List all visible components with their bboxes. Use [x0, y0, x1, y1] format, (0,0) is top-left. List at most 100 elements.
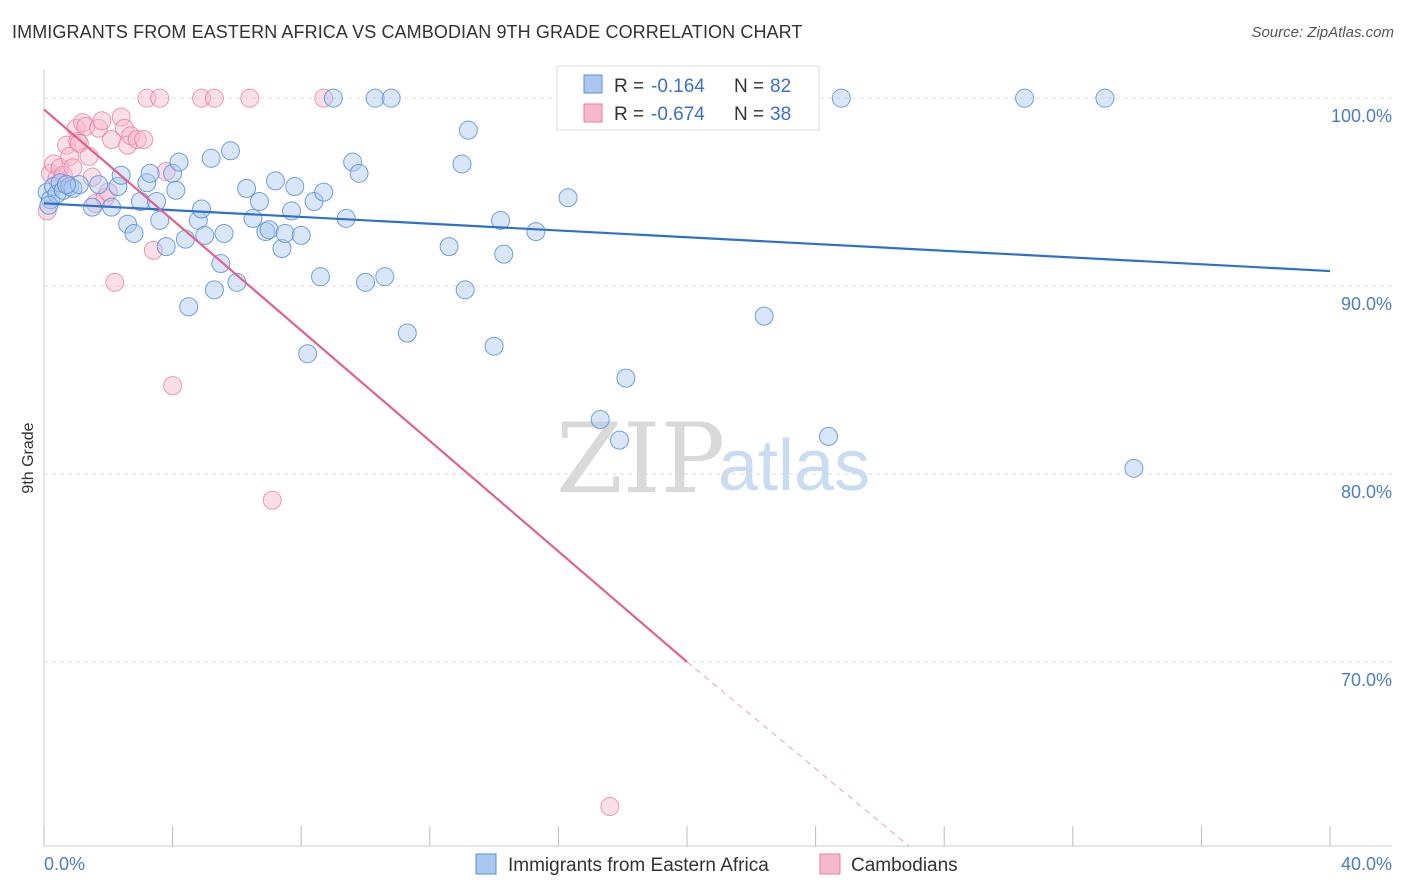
eastern-africa-point [192, 199, 212, 219]
eastern-africa-point [265, 171, 285, 191]
cambodians-point [262, 490, 282, 510]
watermark-zip: ZIP [556, 403, 725, 515]
eastern-africa-point [754, 306, 774, 326]
cambodians-point [143, 240, 163, 260]
eastern-africa-point [323, 88, 343, 108]
eastern-africa-point [1095, 88, 1115, 108]
eastern-africa-point [609, 430, 629, 450]
cambodians-point [134, 130, 154, 150]
cambodians-point [63, 158, 83, 178]
cambodians-point [79, 146, 99, 166]
cambodians-point [44, 154, 64, 174]
eastern-africa-point [298, 344, 318, 364]
eastern-africa-point [140, 163, 160, 183]
cambodians-point [204, 88, 224, 108]
eastern-africa-point [220, 141, 240, 161]
cambodians-point [121, 126, 141, 146]
eastern-africa-point [150, 210, 170, 230]
eastern-africa-point [179, 297, 199, 317]
eastern-africa-point [452, 154, 472, 174]
eastern-africa-point [204, 280, 224, 300]
eastern-africa-point [831, 88, 851, 108]
eastern-africa-point [195, 225, 215, 245]
legend-r-label-1: R = [614, 76, 644, 97]
legend-n-label-2: N = [734, 104, 764, 125]
cambodians-point [111, 107, 131, 127]
eastern-africa-point [491, 210, 511, 230]
eastern-africa-point [1015, 88, 1035, 108]
eastern-africa-point [397, 323, 417, 343]
eastern-africa-point [484, 336, 504, 356]
eastern-africa-point [89, 175, 109, 195]
cambodians-point [98, 182, 118, 202]
eastern-africa-point [558, 188, 578, 208]
eastern-africa-point [381, 88, 401, 108]
eastern-africa-point [118, 214, 138, 234]
legend-n-value-2: 38 [770, 104, 791, 125]
cambodians-trendline-extension [686, 661, 910, 847]
eastern-africa-point [343, 152, 363, 172]
cambodians-point [240, 88, 260, 108]
cambodians-point [163, 376, 183, 396]
eastern-africa-point [590, 409, 610, 429]
eastern-africa-point [349, 163, 369, 183]
eastern-africa-point [39, 195, 59, 215]
legend-r-label-2: R = [614, 104, 644, 125]
legend-r-value-2: -0.674 [651, 104, 705, 125]
legend-swatch-blue [583, 74, 603, 94]
y-tick-label: 70.0% [1341, 670, 1392, 690]
series-legend-swatch-pink [819, 853, 841, 875]
eastern-africa-point [259, 220, 279, 240]
cambodians-point [156, 161, 176, 181]
eastern-africa-point [616, 368, 636, 388]
cambodians-point [150, 88, 170, 108]
legend-n-label-1: N = [734, 76, 764, 97]
eastern-africa-point [526, 222, 546, 242]
legend-swatch-pink [583, 103, 603, 123]
cambodians-point [314, 88, 334, 108]
eastern-africa-point [256, 222, 276, 242]
cambodians-point [600, 797, 620, 817]
legend-r-value-1: -0.164 [651, 76, 705, 97]
eastern-africa-point [211, 254, 231, 274]
eastern-africa-points [37, 88, 1144, 478]
eastern-africa-point [156, 237, 176, 257]
series-legend: Immigrants from Eastern Africa Cambodian… [475, 853, 958, 876]
eastern-africa-point [249, 192, 269, 212]
y-tick-label: 90.0% [1341, 294, 1392, 314]
cambodians-point [127, 130, 147, 150]
trend-lines [43, 108, 1331, 847]
eastern-africa-point [60, 176, 80, 196]
y-tick-label: 80.0% [1341, 482, 1392, 502]
eastern-africa-point [285, 176, 305, 196]
eastern-africa-point [818, 426, 838, 446]
eastern-africa-point [63, 178, 83, 198]
cambodians-point [105, 272, 125, 292]
eastern-africa-point [147, 192, 167, 212]
x-axis-ticks [43, 826, 1331, 846]
chart-title: IMMIGRANTS FROM EASTERN AFRICA VS CAMBOD… [12, 22, 803, 42]
eastern-africa-point [314, 182, 334, 202]
cambodians-point [85, 193, 105, 213]
eastern-africa-point [169, 152, 189, 172]
x-tick-label-max: 40.0% [1341, 854, 1392, 874]
eastern-africa-point [439, 237, 459, 257]
cambodians-point [60, 146, 80, 166]
eastern-africa-point [310, 267, 330, 287]
eastern-africa-point [458, 120, 478, 140]
series-legend-swatch-blue [475, 853, 497, 875]
eastern-africa-point [365, 88, 385, 108]
source-label: Source: ZipAtlas.com [1251, 24, 1394, 41]
eastern-africa-point [275, 223, 295, 243]
cambodians-point [92, 111, 112, 131]
eastern-africa-point [57, 175, 77, 195]
series-legend-label-pink: Cambodians [851, 855, 958, 876]
cambodians-point [69, 133, 89, 153]
eastern-africa-point [201, 148, 221, 168]
eastern-africa-point [1124, 458, 1144, 478]
eastern-africa-point [175, 229, 195, 249]
x-tick-label-min: 0.0% [44, 854, 85, 874]
eastern-africa-point [237, 178, 257, 198]
eastern-africa-point [124, 223, 144, 243]
